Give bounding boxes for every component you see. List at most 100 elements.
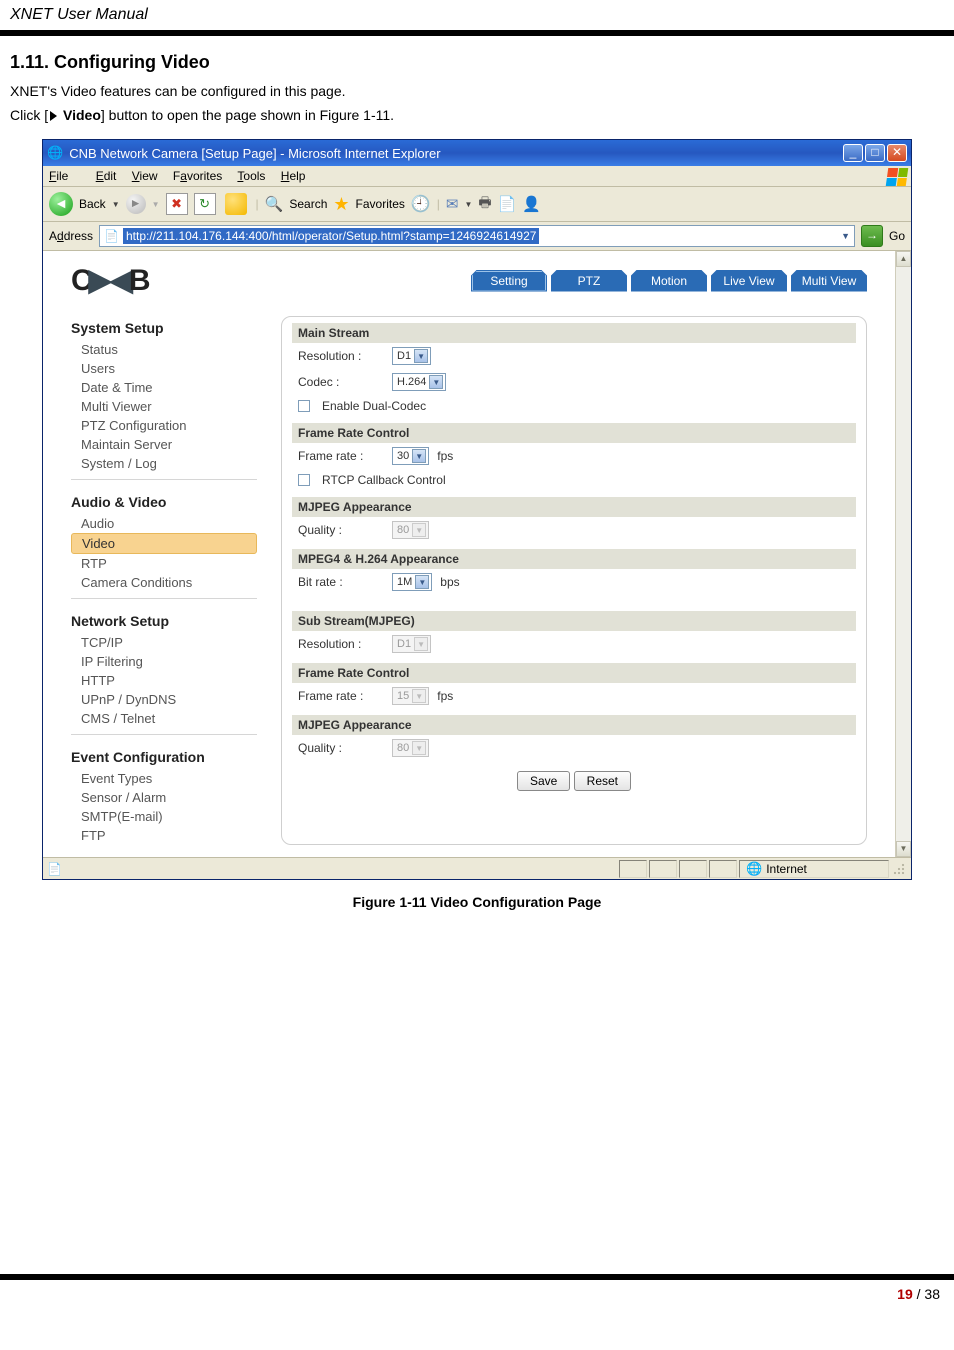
- tab-setting[interactable]: Setting: [471, 270, 547, 292]
- print-icon[interactable]: 🖶: [478, 192, 491, 216]
- minimize-button[interactable]: _: [843, 144, 863, 162]
- sidebar-item-cms[interactable]: CMS / Telnet: [71, 709, 257, 728]
- menu-view[interactable]: View: [132, 169, 158, 183]
- close-button[interactable]: ✕: [887, 144, 907, 162]
- save-button[interactable]: Save: [517, 771, 570, 791]
- address-url: http://211.104.176.144:400/html/operator…: [123, 228, 539, 244]
- codec-select[interactable]: H.264▼: [392, 373, 446, 391]
- sidebar-item-camera[interactable]: Camera Conditions: [71, 573, 257, 592]
- sidebar-item-rtp[interactable]: RTP: [71, 554, 257, 573]
- search-icon[interactable]: 🔍: [265, 195, 284, 213]
- hdr-sub-frc: Frame Rate Control: [292, 663, 856, 683]
- maximize-button[interactable]: □: [865, 144, 885, 162]
- play-icon: [50, 111, 57, 121]
- browser-window: 🌐 CNB Network Camera [Setup Page] - Micr…: [42, 139, 912, 880]
- para2-btn: Video: [63, 107, 101, 123]
- fps-unit: fps: [437, 449, 453, 463]
- sidebar-item-maintain[interactable]: Maintain Server: [71, 435, 257, 454]
- chevron-down-icon: ▼: [429, 375, 443, 389]
- chevron-down-icon: ▼: [412, 741, 426, 755]
- menu-file[interactable]: File: [49, 169, 80, 183]
- tab-multi-view[interactable]: Multi View: [791, 270, 867, 292]
- vertical-scrollbar[interactable]: ▲ ▼: [895, 251, 911, 857]
- sidebar-group-network: Network Setup: [71, 613, 257, 629]
- resize-grip[interactable]: [891, 861, 907, 877]
- sidebar-item-sensor[interactable]: Sensor / Alarm: [71, 788, 257, 807]
- tab-ptz[interactable]: PTZ: [551, 270, 627, 292]
- reset-button[interactable]: Reset: [574, 771, 631, 791]
- menu-help[interactable]: Help: [281, 169, 306, 183]
- sidebar-item-datetime[interactable]: Date & Time: [71, 378, 257, 397]
- sidebar-item-eventtypes[interactable]: Event Types: [71, 769, 257, 788]
- menu-edit[interactable]: Edit: [96, 169, 117, 183]
- hdr-frc: Frame Rate Control: [292, 423, 856, 443]
- forward-button[interactable]: ►: [126, 194, 146, 214]
- window-title: CNB Network Camera [Setup Page] - Micros…: [69, 146, 440, 161]
- messenger-icon[interactable]: 👤: [522, 195, 541, 213]
- mail-icon[interactable]: ✉: [446, 195, 459, 213]
- go-label: Go: [889, 229, 905, 243]
- sidebar-item-users[interactable]: Users: [71, 359, 257, 378]
- chevron-down-icon: ▼: [412, 689, 426, 703]
- refresh-button[interactable]: ↻: [194, 193, 216, 215]
- sidebar-item-multiviewer[interactable]: Multi Viewer: [71, 397, 257, 416]
- sidebar-item-ptzconfig[interactable]: PTZ Configuration: [71, 416, 257, 435]
- chevron-down-icon: ▼: [414, 637, 428, 651]
- dualcodec-checkbox[interactable]: [298, 400, 310, 412]
- page-content: C▶◀B Setting PTZ Motion Live View Multi …: [43, 251, 895, 857]
- menu-tools[interactable]: Tools: [237, 169, 265, 183]
- sidebar-group-system: System Setup: [71, 320, 257, 336]
- bitrate-select[interactable]: 1M▼: [392, 573, 432, 591]
- rtcp-checkbox[interactable]: [298, 474, 310, 486]
- rtcp-label: RTCP Callback Control: [322, 473, 446, 487]
- sidebar-item-video[interactable]: Video: [71, 533, 257, 554]
- stop-button[interactable]: ✖: [166, 193, 188, 215]
- sidebar-item-smtp[interactable]: SMTP(E-mail): [71, 807, 257, 826]
- manual-title: XNET User Manual: [0, 0, 954, 36]
- page-total: 38: [924, 1286, 940, 1302]
- address-input[interactable]: 📄 http://211.104.176.144:400/html/operat…: [99, 225, 855, 247]
- sub-framerate-select: 15▼: [392, 687, 429, 705]
- hdr-sub-stream: Sub Stream(MJPEG): [292, 611, 856, 631]
- address-bar: Address 📄 http://211.104.176.144:400/htm…: [43, 222, 911, 251]
- history-icon[interactable]: 🕘: [411, 194, 431, 214]
- menu-bar: File Edit View Favorites Tools Help: [43, 166, 911, 187]
- framerate-select[interactable]: 30▼: [392, 447, 429, 465]
- sidebar-item-status[interactable]: Status: [71, 340, 257, 359]
- sidebar-item-tcpip[interactable]: TCP/IP: [71, 633, 257, 652]
- page-icon: 📄: [104, 229, 119, 243]
- chevron-down-icon: ▼: [412, 449, 426, 463]
- go-button[interactable]: →: [861, 225, 883, 247]
- sidebar-item-syslog[interactable]: System / Log: [71, 454, 257, 473]
- windows-flag-icon: [886, 168, 909, 186]
- chevron-down-icon: ▼: [412, 523, 426, 537]
- back-dropdown-icon[interactable]: ▼: [112, 200, 120, 209]
- sidebar-item-audio[interactable]: Audio: [71, 514, 257, 533]
- home-button[interactable]: [225, 193, 247, 215]
- sub-quality-label: Quality :: [298, 741, 384, 755]
- resolution-select[interactable]: D1▼: [392, 347, 431, 365]
- figure-caption: Figure 1-11 Video Configuration Page: [0, 894, 954, 910]
- edit-icon[interactable]: 📄: [498, 195, 517, 213]
- scroll-down-button[interactable]: ▼: [896, 841, 911, 857]
- para2-pre: Click [: [10, 107, 48, 123]
- hdr-mpeg-app: MPEG4 & H.264 Appearance: [292, 549, 856, 569]
- sub-resolution-select: D1▼: [392, 635, 431, 653]
- paragraph-2: Click [ Video] button to open the page s…: [0, 103, 954, 127]
- back-label: Back: [79, 197, 106, 211]
- bitrate-label: Bit rate :: [298, 575, 384, 589]
- menu-favorites[interactable]: Favorites: [173, 169, 222, 183]
- tab-motion[interactable]: Motion: [631, 270, 707, 292]
- status-zone: Internet: [766, 862, 807, 876]
- sidebar-item-ipfilter[interactable]: IP Filtering: [71, 652, 257, 671]
- forward-dropdown-icon: ▼: [152, 200, 160, 209]
- sub-fps-unit: fps: [437, 689, 453, 703]
- favorites-icon[interactable]: ★: [333, 194, 349, 215]
- sidebar-item-http[interactable]: HTTP: [71, 671, 257, 690]
- sidebar-item-upnp[interactable]: UPnP / DynDNS: [71, 690, 257, 709]
- tab-live-view[interactable]: Live View: [711, 270, 787, 292]
- done-icon: 📄: [47, 862, 62, 876]
- sidebar-item-ftp[interactable]: FTP: [71, 826, 257, 845]
- back-button[interactable]: ◄: [49, 192, 73, 216]
- scroll-up-button[interactable]: ▲: [896, 251, 911, 267]
